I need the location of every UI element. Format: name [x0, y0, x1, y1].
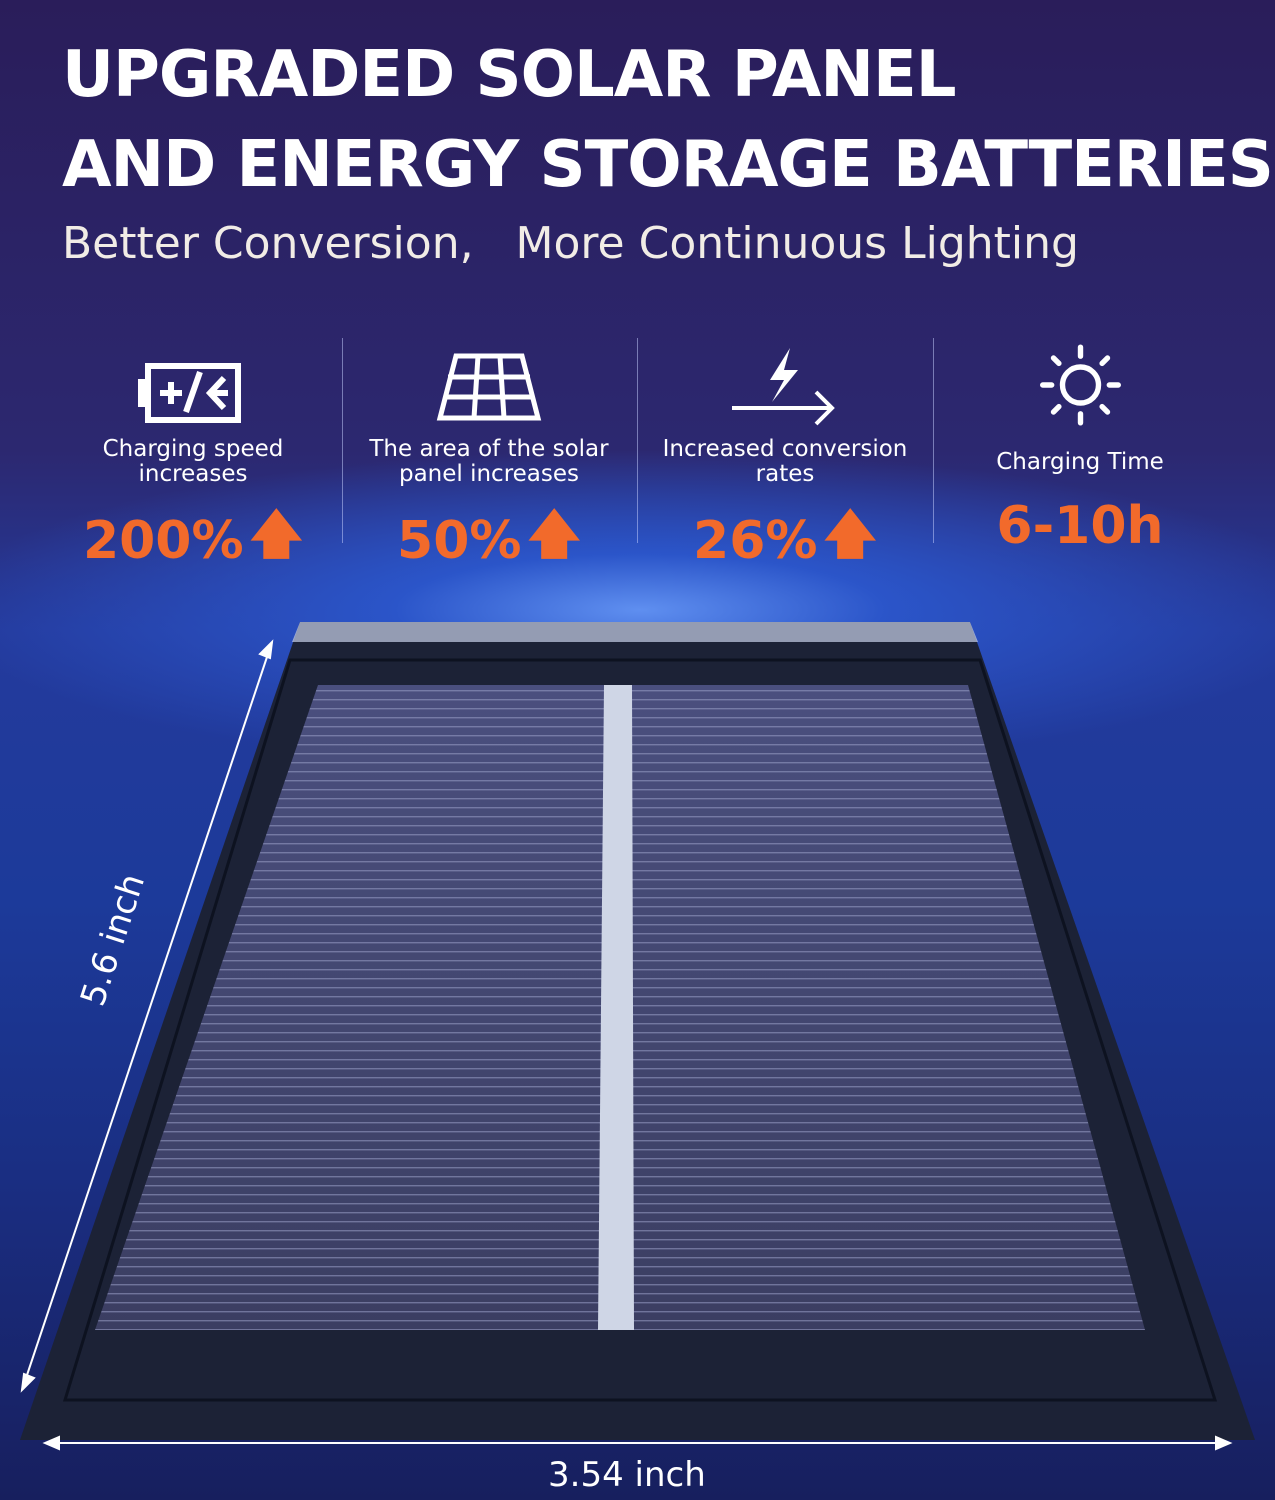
feature-value: 200%	[82, 510, 244, 571]
height-dimension-arrow	[20, 639, 274, 1393]
feature-conversion: Increased conversion rates 26% 🡅	[640, 340, 930, 585]
headline-line-2: AND ENERGY STORAGE BATTERIES	[62, 128, 1274, 202]
feature-label: Increased conversion rates	[662, 436, 908, 487]
divider	[342, 338, 343, 543]
feature-value: 50%	[397, 510, 522, 571]
divider	[637, 338, 638, 543]
feature-value: 6-10h	[996, 496, 1164, 556]
battery-charging-icon	[138, 363, 241, 423]
arrow-up-icon: 🡅	[527, 505, 581, 565]
divider	[933, 338, 934, 543]
feature-label: The area of the solar panel increases	[369, 436, 609, 487]
feature-value: 26%	[693, 510, 818, 571]
panel-top-edge	[292, 622, 978, 642]
lightning-arrow-icon	[732, 348, 835, 426]
feature-label: Charging Time	[996, 448, 1164, 475]
solar-panel-image	[20, 622, 1255, 1451]
arrow-up-icon: 🡅	[823, 505, 877, 565]
subtitle: Better Conversion, More Continuous Light…	[62, 218, 1079, 269]
feature-panel-area: The area of the solar panel increases 50…	[344, 340, 634, 585]
feature-charging-speed: Charging speed increases 200% 🡅	[48, 340, 338, 585]
headline-line-1: UPGRADED SOLAR PANEL	[62, 38, 956, 112]
width-label: 3.54 inch	[548, 1455, 706, 1495]
width-dimension-arrow	[42, 1435, 1233, 1451]
feature-charging-time: Charging Time 6-10h	[935, 340, 1225, 556]
arrow-up-icon: 🡅	[249, 505, 304, 565]
bus-strip	[598, 685, 634, 1330]
solar-panel-icon	[436, 353, 542, 421]
sun-icon	[1039, 344, 1121, 426]
feature-label: Charging speed increases	[102, 436, 284, 487]
